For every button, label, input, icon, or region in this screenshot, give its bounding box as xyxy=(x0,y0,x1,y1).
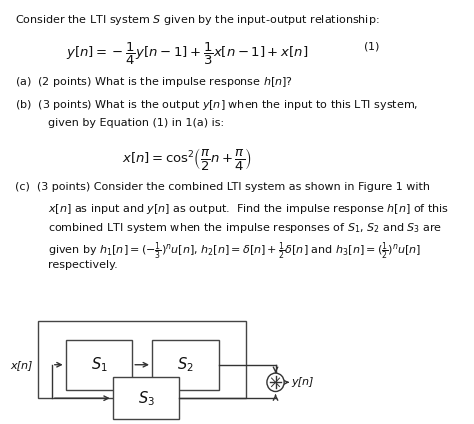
Text: $(1)$: $(1)$ xyxy=(363,40,380,53)
Bar xyxy=(65,340,132,390)
Bar xyxy=(38,321,246,398)
Text: (c)  (3 points) Consider the combined LTI system as shown in Figure 1 with: (c) (3 points) Consider the combined LTI… xyxy=(15,182,429,192)
Text: $S_2$: $S_2$ xyxy=(177,355,193,374)
Text: $y[n] = -\dfrac{1}{4}y[n-1] + \dfrac{1}{3}x[n-1] + x[n]$: $y[n] = -\dfrac{1}{4}y[n-1] + \dfrac{1}{… xyxy=(66,40,308,67)
Text: given by $h_1[n] = (-\frac{1}{3})^n u[n]$, $h_2[n] = \delta[n] + \frac{1}{2}\del: given by $h_1[n] = (-\frac{1}{3})^n u[n]… xyxy=(48,241,421,262)
Bar xyxy=(152,340,219,390)
Text: respectively.: respectively. xyxy=(48,260,118,270)
Text: $S_3$: $S_3$ xyxy=(137,389,155,407)
Text: y[n]: y[n] xyxy=(291,377,314,387)
Bar xyxy=(113,377,179,419)
Text: combined LTI system when the impulse responses of $S_1$, $S_2$ and $S_3$ are: combined LTI system when the impulse res… xyxy=(48,221,442,235)
Text: (b)  (3 points) What is the output $y[n]$ when the input to this LTI system,: (b) (3 points) What is the output $y[n]$… xyxy=(15,98,418,112)
Text: given by Equation (1) in 1(a) is:: given by Equation (1) in 1(a) is: xyxy=(48,118,224,128)
Text: $S_1$: $S_1$ xyxy=(91,355,107,374)
Text: $x[n] = \cos^2\!\left(\dfrac{\pi}{2}n + \dfrac{\pi}{4}\right)$: $x[n] = \cos^2\!\left(\dfrac{\pi}{2}n + … xyxy=(122,146,252,172)
Text: $x[n]$ as input and $y[n]$ as output.  Find the impulse response $h[n]$ of this: $x[n]$ as input and $y[n]$ as output. Fi… xyxy=(48,201,449,215)
Circle shape xyxy=(267,373,284,391)
Text: Consider the LTI system $S$ given by the input-output relationship:: Consider the LTI system $S$ given by the… xyxy=(15,13,379,27)
Text: x[n]: x[n] xyxy=(10,360,33,370)
Text: (a)  (2 points) What is the impulse response $h[n]$?: (a) (2 points) What is the impulse respo… xyxy=(15,75,292,89)
